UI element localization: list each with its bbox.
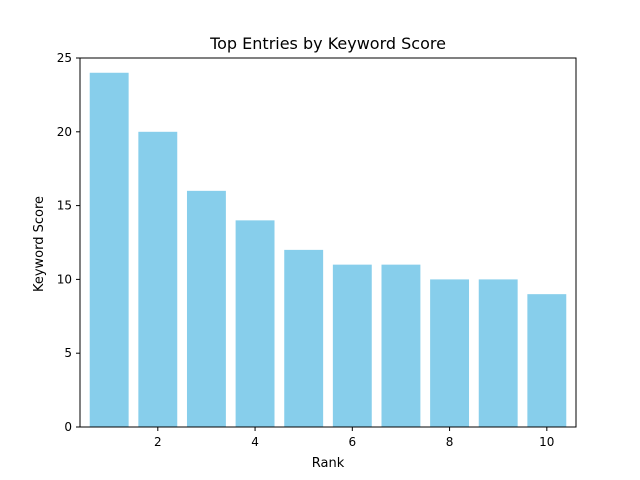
x-axis-label: Rank xyxy=(312,456,345,471)
y-tick-label: 0 xyxy=(64,420,72,434)
y-tick-label: 15 xyxy=(57,199,72,213)
y-tick-label: 20 xyxy=(57,125,72,139)
bar-rank-8 xyxy=(430,279,470,427)
bar-rank-5 xyxy=(284,249,324,427)
bars-group xyxy=(89,72,567,428)
x-tick-label: 8 xyxy=(446,435,454,449)
bar-rank-2 xyxy=(138,131,178,428)
x-tick-label: 2 xyxy=(154,435,162,449)
y-axis-ticks: 0 5 10 15 20 25 xyxy=(57,51,80,434)
bar-rank-10 xyxy=(527,294,567,427)
y-tick-label: 5 xyxy=(64,346,72,360)
chart-title: Top Entries by Keyword Score xyxy=(209,34,446,53)
bar-rank-6 xyxy=(332,264,372,427)
y-tick-label: 10 xyxy=(57,272,72,286)
x-tick-label: 6 xyxy=(348,435,356,449)
y-axis-label: Keyword Score xyxy=(32,196,47,292)
y-tick-label: 25 xyxy=(57,51,72,65)
x-tick-label: 10 xyxy=(539,435,554,449)
plot-frame xyxy=(79,57,577,428)
bar-rank-3 xyxy=(186,190,226,427)
bar-rank-4 xyxy=(235,220,275,427)
bar-rank-1 xyxy=(89,72,129,427)
x-axis-ticks: 2 4 6 8 10 xyxy=(154,427,554,449)
x-tick-label: 4 xyxy=(251,435,259,449)
bar-rank-9 xyxy=(478,279,518,427)
bar-rank-7 xyxy=(381,264,421,427)
